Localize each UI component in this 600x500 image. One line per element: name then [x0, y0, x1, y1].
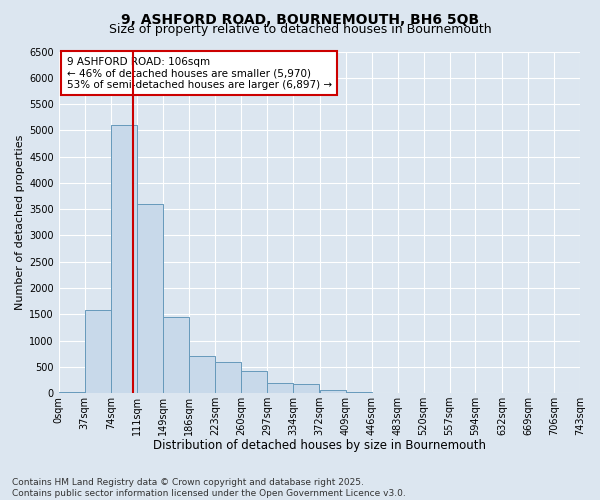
- Bar: [215, 362, 241, 393]
- Bar: [85, 310, 110, 393]
- Bar: [163, 318, 189, 393]
- Bar: [59, 392, 85, 393]
- X-axis label: Distribution of detached houses by size in Bournemouth: Distribution of detached houses by size …: [153, 440, 486, 452]
- Bar: [346, 392, 371, 393]
- Text: Contains HM Land Registry data © Crown copyright and database right 2025.
Contai: Contains HM Land Registry data © Crown c…: [12, 478, 406, 498]
- Bar: [137, 204, 163, 393]
- Bar: [189, 356, 215, 393]
- Text: 9 ASHFORD ROAD: 106sqm
← 46% of detached houses are smaller (5,970)
53% of semi-: 9 ASHFORD ROAD: 106sqm ← 46% of detached…: [67, 56, 332, 90]
- Y-axis label: Number of detached properties: Number of detached properties: [15, 134, 25, 310]
- Bar: [110, 125, 137, 393]
- Bar: [241, 371, 267, 393]
- Text: Size of property relative to detached houses in Bournemouth: Size of property relative to detached ho…: [109, 22, 491, 36]
- Bar: [267, 382, 293, 393]
- Bar: [320, 390, 346, 393]
- Bar: [293, 384, 319, 393]
- Text: 9, ASHFORD ROAD, BOURNEMOUTH, BH6 5QB: 9, ASHFORD ROAD, BOURNEMOUTH, BH6 5QB: [121, 12, 479, 26]
